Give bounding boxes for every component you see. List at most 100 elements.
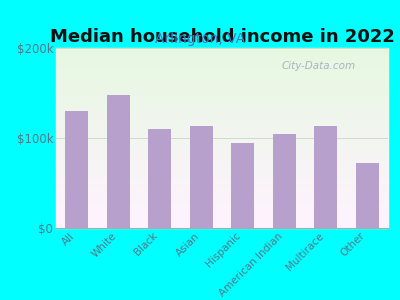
Bar [56,223,388,224]
Bar [56,70,388,71]
Bar [56,226,388,228]
Bar [56,102,388,104]
Bar [56,127,388,129]
Bar [56,161,388,163]
Bar [56,196,388,197]
Bar [56,82,388,84]
Bar [56,86,388,88]
Bar [56,91,388,93]
Bar [56,131,388,133]
Bar [56,98,388,100]
Bar [56,89,388,91]
Bar [56,138,388,140]
Bar [56,176,388,178]
Bar [56,118,388,120]
Bar [56,212,388,214]
Bar [148,129,171,228]
Bar [56,133,388,134]
Bar [56,66,388,68]
Bar [56,64,388,66]
Bar [56,100,388,102]
Bar [56,199,388,201]
Bar [56,77,388,79]
Bar [56,48,388,50]
Bar [56,88,388,89]
Bar [56,129,388,131]
Bar [56,156,388,158]
Bar [56,59,388,61]
Bar [56,190,388,192]
Bar [56,113,388,115]
Bar [56,174,388,176]
Text: City-Data.com: City-Data.com [282,61,356,70]
Bar [56,188,388,190]
Bar [56,221,388,223]
Text: Arlington, VA: Arlington, VA [155,32,245,46]
Bar [56,75,388,77]
Bar [56,154,388,156]
Bar [56,165,388,167]
Bar [56,71,388,73]
Bar [56,167,388,169]
Bar [356,163,379,228]
Bar [56,215,388,217]
Bar [56,142,388,143]
Bar [56,210,388,212]
Bar [56,52,388,53]
Bar [56,125,388,127]
Bar [107,95,130,228]
Bar [56,160,388,161]
Bar [56,107,388,109]
Bar [56,61,388,62]
Bar [56,57,388,59]
Bar [65,111,88,228]
Bar [56,206,388,208]
Bar [56,95,388,97]
Bar [56,55,388,57]
Bar [56,120,388,122]
Bar [56,50,388,52]
Bar [56,192,388,194]
Bar [56,181,388,183]
Bar [56,187,388,188]
Bar [231,142,254,228]
Bar [56,158,388,160]
Bar [56,104,388,106]
Bar [314,126,337,228]
Bar [56,219,388,221]
Bar [56,73,388,75]
Bar [56,205,388,206]
Bar [56,185,388,187]
Bar [56,172,388,174]
Bar [56,179,388,181]
Title: Median household income in 2022: Median household income in 2022 [50,28,394,46]
Bar [56,163,388,165]
Bar [56,183,388,185]
Bar [56,197,388,199]
Bar [56,80,388,82]
Bar [56,178,388,179]
Bar [56,109,388,111]
Bar [56,194,388,196]
Bar [56,106,388,107]
Bar [56,53,388,55]
Bar [56,115,388,116]
Bar [56,169,388,170]
Bar [56,68,388,70]
Bar [56,79,388,80]
Bar [56,203,388,205]
Bar [56,122,388,124]
Bar [273,134,296,228]
Bar [56,140,388,142]
Bar [56,147,388,149]
Bar [56,136,388,138]
Bar [56,145,388,147]
Bar [56,134,388,136]
Bar [56,97,388,98]
Bar [190,126,213,228]
Bar [56,208,388,210]
Bar [56,111,388,113]
Bar [56,93,388,95]
Bar [56,149,388,151]
Bar [56,124,388,125]
